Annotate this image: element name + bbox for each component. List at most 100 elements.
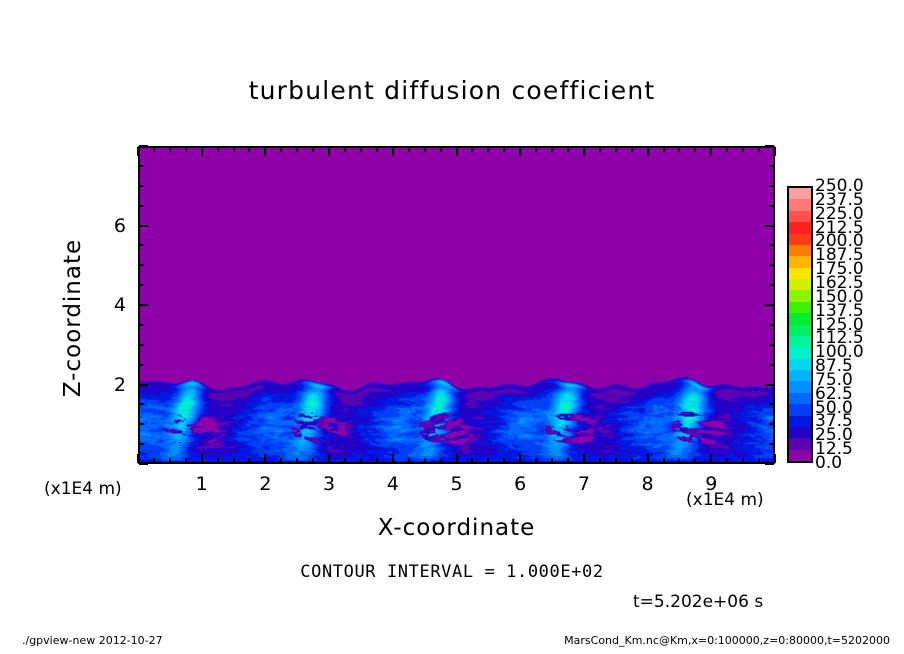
axis-tick xyxy=(139,284,144,286)
colorbar-tick-label: 0.0 xyxy=(815,453,843,473)
axis-tick xyxy=(139,165,144,167)
axis-tick xyxy=(567,458,569,463)
colorbar-band xyxy=(789,381,811,393)
axis-tick xyxy=(185,147,187,152)
axis-tick xyxy=(769,165,774,167)
axis-tick xyxy=(758,458,760,463)
colorbar-band xyxy=(789,301,811,314)
axis-tick xyxy=(233,458,235,463)
axis-tick xyxy=(139,423,144,425)
axis-tick xyxy=(631,147,633,152)
colorbar-band xyxy=(789,256,811,268)
axis-tick xyxy=(201,147,203,156)
axis-tick xyxy=(169,458,171,463)
y-tick-label: 6 xyxy=(113,214,126,237)
axis-tick xyxy=(296,458,298,463)
axis-tick xyxy=(765,384,774,386)
colorbar-band xyxy=(789,210,811,223)
axis-tick xyxy=(456,454,458,463)
axis-tick xyxy=(139,304,148,306)
axis-tick xyxy=(201,454,203,463)
axis-tick xyxy=(139,324,144,326)
axis-tick xyxy=(139,344,144,346)
colorbar-tick-label: 50.0 xyxy=(815,397,853,418)
axis-tick xyxy=(139,244,144,246)
axis-tick xyxy=(217,458,219,463)
colorbar-tick-label: 112.5 xyxy=(815,328,864,349)
axis-tick xyxy=(769,423,774,425)
axis-tick xyxy=(392,454,394,463)
colorbar-band xyxy=(789,404,811,416)
axis-tick xyxy=(376,147,378,152)
colorbar-band xyxy=(789,267,811,279)
x-unit-label-left: (x1E4 m) xyxy=(44,479,122,499)
axis-tick xyxy=(139,185,144,187)
x-axis-title: X-coordinate xyxy=(377,515,536,541)
axis-tick xyxy=(169,147,171,152)
axis-tick xyxy=(726,147,728,152)
axis-tick xyxy=(769,264,774,266)
axis-tick xyxy=(456,147,458,156)
colorbar-band xyxy=(789,438,811,450)
axis-tick xyxy=(769,205,774,207)
axis-tick xyxy=(678,147,680,152)
contour-plot-area xyxy=(138,146,775,464)
axis-tick xyxy=(769,344,774,346)
axis-tick xyxy=(487,458,489,463)
colorbar-tick-label: 62.5 xyxy=(815,383,853,404)
axis-tick xyxy=(153,147,155,152)
axis-tick xyxy=(599,147,601,152)
axis-tick xyxy=(615,147,617,152)
axis-tick xyxy=(139,264,144,266)
axis-tick xyxy=(758,147,760,152)
axis-tick xyxy=(519,147,521,156)
turbulence-field-image xyxy=(140,148,773,462)
axis-tick xyxy=(663,147,665,152)
colorbar-tick-label: 250.0 xyxy=(815,176,864,196)
axis-tick xyxy=(328,147,330,156)
colorbar-labels: 0.0 12.5 25.0 37.5 50.0 62.5 75.0 87.5 100.0 112.… xyxy=(815,176,895,473)
colorbar-tick-label: 25.0 xyxy=(815,425,853,446)
axis-tick xyxy=(769,185,774,187)
axis-tick xyxy=(217,147,219,152)
axis-tick xyxy=(535,458,537,463)
axis-tick xyxy=(583,147,585,156)
colorbar-tick-label: 150.0 xyxy=(815,286,864,307)
colorbar-tick-label: 12.5 xyxy=(815,439,853,460)
axis-tick xyxy=(408,458,410,463)
axis-tick xyxy=(503,147,505,152)
x-tick-label: 9 xyxy=(705,473,718,495)
axis-tick xyxy=(376,458,378,463)
axis-tick xyxy=(440,458,442,463)
axis-tick xyxy=(583,454,585,463)
axis-tick xyxy=(139,205,144,207)
axis-tick xyxy=(312,147,314,152)
colorbar-band xyxy=(789,370,811,382)
colorbar-band xyxy=(789,324,811,336)
axis-tick xyxy=(567,147,569,152)
colorbar-tick-label: 175.0 xyxy=(815,259,864,280)
axis-tick xyxy=(328,454,330,463)
axis-tick xyxy=(139,364,144,366)
axis-tick xyxy=(535,147,537,152)
colorbar-band xyxy=(789,449,811,461)
axis-tick xyxy=(769,443,774,445)
axis-tick xyxy=(296,147,298,152)
colorbar-band xyxy=(789,199,811,211)
axis-tick xyxy=(137,147,139,156)
colorbar-tick-label: 87.5 xyxy=(815,356,853,377)
axis-tick xyxy=(769,244,774,246)
axis-tick xyxy=(487,147,489,152)
axis-tick xyxy=(248,147,250,152)
axis-tick xyxy=(551,458,553,463)
axis-tick xyxy=(663,458,665,463)
axis-tick xyxy=(742,458,744,463)
axis-tick xyxy=(248,458,250,463)
x-tick-label: 2 xyxy=(259,473,272,495)
colorbar-tick-label: 37.5 xyxy=(815,411,853,432)
colorbar-band xyxy=(789,188,811,200)
axis-tick xyxy=(139,403,144,405)
axis-tick xyxy=(344,458,346,463)
colorbar-tick-label: 75.0 xyxy=(815,369,853,390)
axis-tick xyxy=(769,403,774,405)
